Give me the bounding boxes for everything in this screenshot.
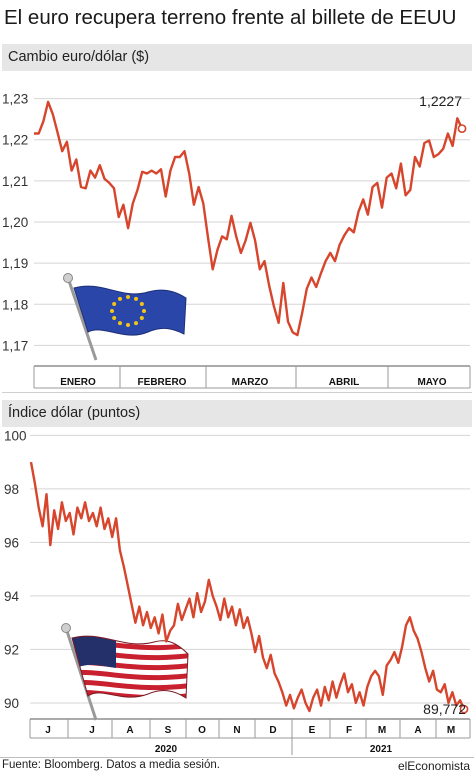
- year-label: 2020: [155, 744, 178, 755]
- chart-title-dxy: Índice dólar (puntos): [8, 405, 141, 421]
- y-tick-label: 98: [4, 482, 19, 497]
- chart-header-dxy: Índice dólar (puntos): [2, 400, 472, 427]
- x-tick-label: MAYO: [417, 377, 446, 388]
- flag-star: [134, 321, 138, 326]
- x-tick-label: J: [89, 725, 95, 736]
- flag-stripe: [72, 679, 188, 691]
- page-title: El euro recupera terreno frente al bille…: [4, 6, 457, 29]
- flag-star: [118, 321, 122, 326]
- x-tick-label: A: [414, 725, 421, 736]
- x-tick-label: N: [233, 725, 240, 736]
- y-tick-label: 96: [4, 535, 19, 550]
- y-tick-label: 90: [4, 696, 19, 711]
- flag-pole-knob: [63, 273, 73, 283]
- eurusd-chart: 1,17 1,18 1,19 1,20 1,21 1,22 1,23 ENERO FEBRERO…: [2, 92, 471, 389]
- flag-stripe: [72, 669, 188, 681]
- x-tick-label: MARZO: [232, 377, 269, 388]
- flag-outline: [71, 635, 189, 699]
- y-tick-label: 1,20: [2, 215, 28, 230]
- y-tick-label: 1,18: [2, 297, 28, 312]
- flag-star: [139, 302, 144, 306]
- y-tick-label: 100: [4, 428, 27, 443]
- chart-header-eurusd: Cambio euro/dólar ($): [2, 44, 472, 71]
- footer: Fuente: Bloomberg. Datos a media sesión.…: [0, 757, 474, 775]
- x-tick-label: M: [447, 725, 455, 736]
- y-tick-label: 1,22: [2, 133, 28, 148]
- flag-star: [126, 295, 130, 299]
- eurusd-series-line: [34, 100, 464, 337]
- last-point-marker: [457, 124, 467, 134]
- us-flag-icon: [61, 623, 189, 721]
- flag-star: [126, 323, 130, 327]
- year-label: 2021: [370, 744, 393, 755]
- flag-star: [139, 316, 144, 320]
- y-tick-label: 1,23: [2, 92, 28, 107]
- x-tick-label: F: [346, 725, 352, 736]
- y-tick-label: 1,21: [2, 174, 28, 189]
- y-tick-label: 1,19: [2, 256, 28, 271]
- flag-star: [112, 316, 117, 320]
- flag-pole-knob: [61, 623, 71, 633]
- x-tick-label: J: [45, 725, 51, 736]
- y-tick-label: 92: [4, 642, 19, 657]
- x-tick-label: ENERO: [60, 377, 96, 388]
- x-tick-label: E: [309, 725, 316, 736]
- eu-flag-icon: [63, 273, 187, 361]
- dollar-index-series-line: [29, 461, 466, 713]
- flag-canton: [72, 636, 116, 668]
- flag-star: [112, 302, 117, 306]
- last-point-marker: [459, 704, 469, 714]
- x-tick-label: A: [126, 725, 133, 736]
- x-tick-label: O: [198, 725, 206, 736]
- flag-star: [118, 296, 122, 301]
- flag-pole: [66, 277, 98, 361]
- x-tick-label: M: [378, 725, 386, 736]
- section-divider: [2, 392, 472, 393]
- last-value-label: 89,772: [423, 701, 466, 717]
- x-tick-label: ABRIL: [329, 377, 360, 388]
- source-note: Fuente: Bloomberg. Datos a media sesión.: [2, 759, 220, 771]
- brand-logo: elEconomista: [397, 759, 470, 773]
- y-tick-label: 1,17: [2, 338, 28, 353]
- flag-pole: [64, 627, 98, 721]
- x-tick-label: FEBRERO: [138, 377, 187, 388]
- last-value-label: 1,2227: [419, 93, 462, 109]
- flag-cloth: [73, 285, 187, 336]
- flag-star: [134, 296, 138, 301]
- x-tick-label: D: [269, 725, 276, 736]
- flag-star: [142, 309, 146, 313]
- chart-title-eurusd: Cambio euro/dólar ($): [8, 49, 150, 65]
- flag-star: [110, 309, 114, 313]
- y-tick-label: 94: [4, 589, 20, 604]
- x-tick-label: S: [165, 725, 172, 736]
